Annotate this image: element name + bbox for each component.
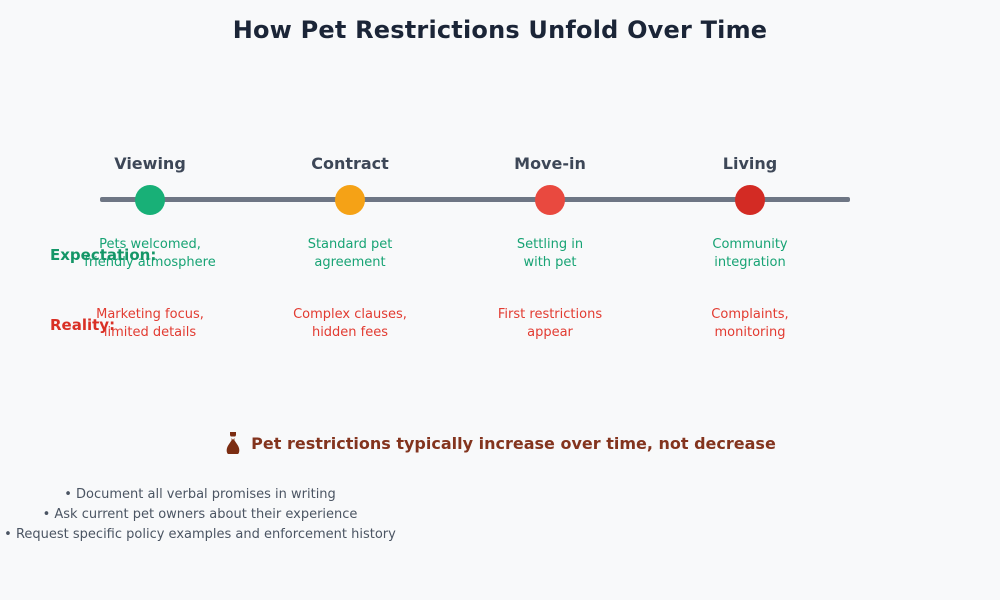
- expectation-row-label: Expectation:: [50, 246, 157, 264]
- stage-reality-text: Complex clauses, hidden fees: [293, 307, 407, 340]
- stage-column-contract: Contract Standard pet agreement Complex …: [250, 0, 450, 600]
- tip-item: • Ask current pet owners about their exp…: [42, 507, 358, 522]
- hourglass-icon: [224, 431, 242, 455]
- stage-reality-text: Marketing focus, limited details: [96, 307, 204, 340]
- tip-item: • Document all verbal promises in writin…: [64, 487, 336, 502]
- stage-expectation-text: Pets welcomed, friendly atmosphere: [84, 237, 216, 270]
- stage-dot: [135, 185, 165, 215]
- stage-dot: [335, 185, 365, 215]
- warning-text: Pet restrictions typically increase over…: [251, 433, 776, 453]
- reality-row-label: Reality:: [50, 316, 116, 334]
- stage-expectation-text: Standard pet agreement: [307, 237, 393, 270]
- stage-dot: [735, 185, 765, 215]
- stage-column-move-in: Move-in Settling in with pet First restr…: [450, 0, 650, 600]
- stage-expectation-text: Settling in with pet: [516, 237, 584, 270]
- tips-list: • Document all verbal promises in writin…: [0, 485, 400, 545]
- stage-column-living: Living Community integration Complaints,…: [650, 0, 850, 600]
- timeline-line: [100, 197, 850, 202]
- tip-item: • Request specific policy examples and e…: [4, 527, 396, 542]
- stage-label: Living: [722, 154, 778, 173]
- stage-reality-text: First restrictions appear: [497, 307, 603, 340]
- stage-label: Move-in: [514, 154, 586, 173]
- stage-dot: [535, 185, 565, 215]
- warning-banner: Pet restrictions typically increase over…: [0, 431, 1000, 455]
- stage-column-viewing: Viewing Pets welcomed, friendly atmosphe…: [50, 0, 250, 600]
- page-title: How Pet Restrictions Unfold Over Time: [232, 16, 768, 44]
- stage-label: Viewing: [114, 154, 186, 173]
- stage-reality-text: Complaints, monitoring: [711, 307, 789, 340]
- stage-expectation-text: Community integration: [712, 237, 788, 270]
- stage-label: Contract: [311, 154, 389, 173]
